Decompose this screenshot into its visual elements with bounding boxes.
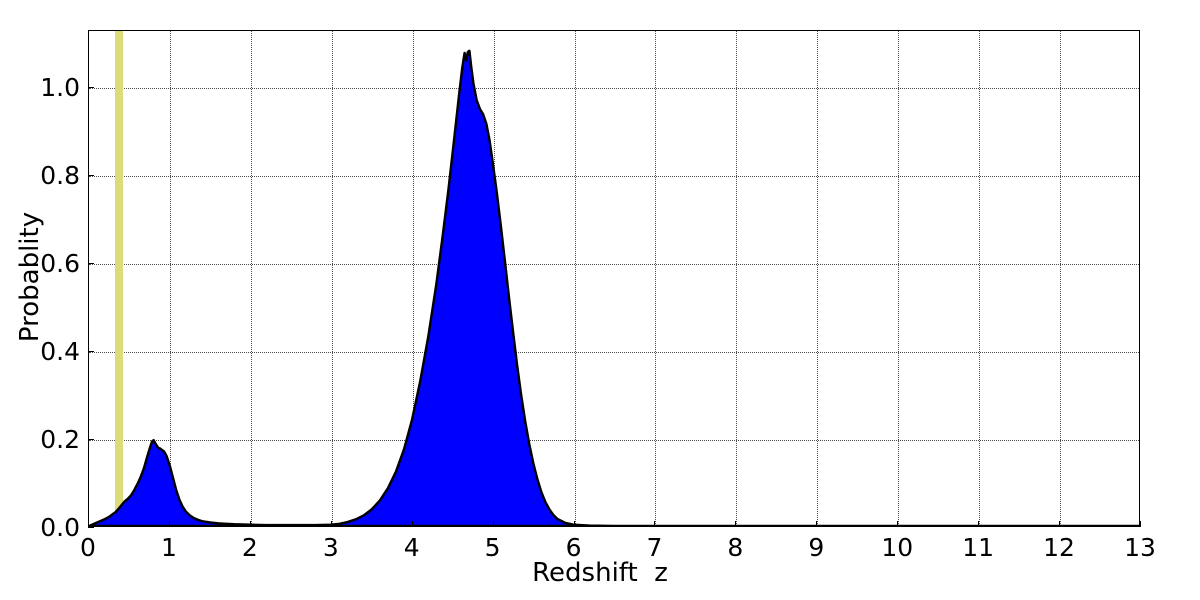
gridline-vertical [979, 31, 981, 526]
y-tick-label: 0.4 [40, 337, 80, 367]
x-tick-label: 5 [484, 533, 501, 562]
gridline-vertical [1060, 31, 1062, 526]
y-tick-label: 1.0 [40, 73, 80, 103]
gridline-horizontal [89, 440, 1139, 442]
gridline-vertical [817, 31, 819, 526]
x-axis-label: Redshift z [532, 558, 668, 588]
y-tick-label: 0.6 [40, 249, 80, 279]
x-tick-label: 1 [160, 533, 177, 562]
x-tick-mark [573, 521, 575, 527]
x-tick-label: 7 [646, 533, 663, 562]
x-tick-mark [816, 521, 818, 527]
x-tick-mark [1059, 521, 1061, 527]
x-tick-mark [168, 521, 170, 527]
x-tick-mark [735, 521, 737, 527]
x-tick-label: 10 [881, 533, 914, 562]
y-tick-mark [88, 527, 94, 528]
x-tick-mark [492, 521, 494, 527]
x-tick-label: 11 [962, 533, 995, 562]
x-tick-mark [654, 521, 656, 527]
x-tick-label: 13 [1124, 533, 1156, 562]
x-tick-mark [249, 521, 251, 527]
y-tick-mark [88, 175, 94, 177]
gridline-vertical [655, 31, 657, 526]
gridline-vertical [331, 31, 333, 526]
y-tick-mark [88, 439, 94, 441]
plot-area [88, 30, 1140, 527]
gridline-vertical [898, 31, 900, 526]
pdf-filled-area [89, 51, 1139, 526]
x-tick-mark [411, 521, 413, 527]
y-axis-label: Probablity [15, 211, 45, 343]
y-tick-mark [88, 263, 94, 265]
x-tick-mark [897, 521, 899, 527]
y-tick-label: 0.0 [40, 513, 80, 542]
gridline-horizontal [89, 352, 1139, 354]
x-tick-label: 8 [727, 533, 744, 562]
x-tick-label: 3 [322, 533, 339, 562]
x-tick-mark [88, 521, 89, 527]
gridline-vertical [250, 31, 252, 526]
x-tick-mark [330, 521, 332, 527]
x-tick-label: 9 [808, 533, 825, 562]
x-tick-label: 12 [1043, 533, 1075, 562]
gridline-vertical [412, 31, 414, 526]
y-tick-label: 0.2 [40, 425, 80, 455]
x-tick-mark [1140, 521, 1141, 527]
gridline-vertical [169, 31, 171, 526]
probability-density-curve [89, 31, 1139, 526]
gridline-vertical [736, 31, 738, 526]
y-tick-mark [88, 351, 94, 353]
x-tick-label: 2 [241, 533, 258, 562]
y-tick-mark [88, 87, 94, 89]
x-tick-label: 6 [565, 533, 582, 562]
gridline-horizontal [89, 176, 1139, 178]
x-tick-mark [978, 521, 980, 527]
gridline-horizontal [89, 88, 1139, 90]
gridline-vertical [574, 31, 576, 526]
x-tick-label: 0 [80, 533, 96, 562]
x-tick-label: 4 [403, 533, 420, 562]
spectroscopic-redshift-band [114, 31, 123, 526]
y-tick-label: 0.8 [40, 161, 80, 191]
gridline-horizontal [89, 264, 1139, 266]
